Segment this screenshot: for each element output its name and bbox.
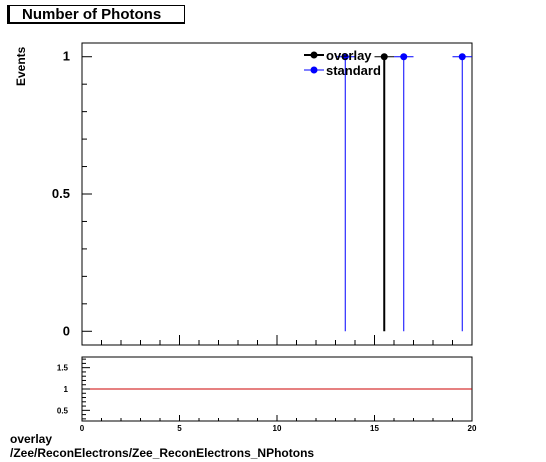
footer-label: overlay	[10, 432, 53, 446]
y-axis-label: Events	[14, 46, 28, 86]
footer-path: /Zee/ReconElectrons/Zee_ReconElectrons_N…	[10, 446, 315, 460]
main-plot-frame	[81, 42, 473, 346]
title-box	[7, 5, 185, 24]
ratio-y-tick-label: 1.5	[57, 364, 69, 373]
y-tick-label: 0.5	[52, 186, 70, 201]
y-tick-label: 1	[63, 49, 70, 64]
ratio-y-tick-label: 0.5	[57, 406, 69, 415]
x-tick-label: 15	[370, 424, 379, 433]
chart-title: Number of Photons	[22, 6, 162, 23]
x-tick-label: 5	[177, 424, 182, 433]
legend-label-overlay: overlay	[326, 48, 372, 63]
x-tick-label: 0	[80, 424, 85, 433]
legend-label-standard: standard	[326, 63, 381, 78]
data-point-standard	[400, 53, 408, 61]
ratio-y-tick-label: 1	[64, 385, 69, 394]
data-point-overlay	[380, 53, 388, 61]
y-tick-label: 0	[63, 323, 70, 338]
x-tick-label: 10	[273, 424, 282, 433]
ratio-plot: 0 5 10 15 20 0.5 1 1.5	[57, 356, 477, 433]
data-point-standard	[341, 53, 349, 61]
legend-marker-standard	[310, 66, 318, 74]
x-tick-label: 20	[468, 424, 477, 433]
data-point-standard	[458, 53, 466, 61]
legend-marker-overlay	[310, 51, 318, 59]
